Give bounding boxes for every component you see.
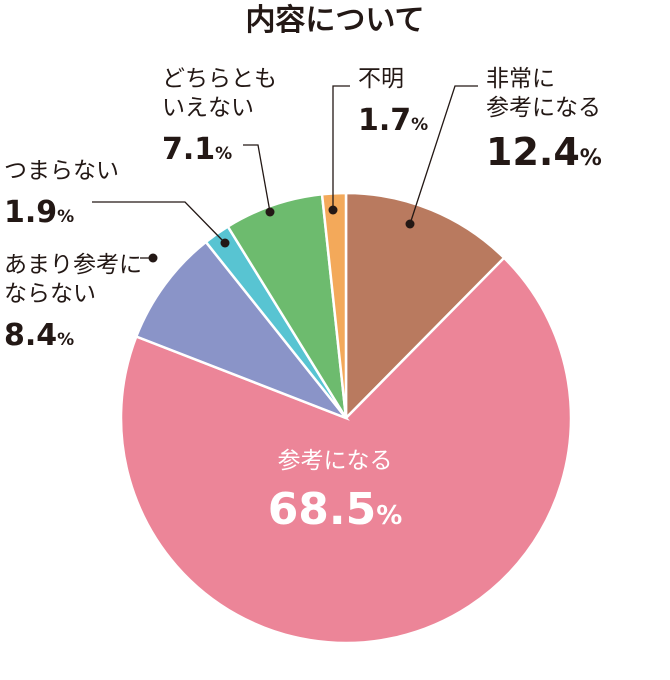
chart-title: 内容について: [245, 3, 424, 38]
slice-label-2: ならない: [4, 281, 96, 307]
leader-line-3: [92, 201, 226, 244]
slice-label-1: 参考になる: [278, 448, 393, 474]
slice-value-5: 1.7%: [358, 103, 428, 138]
slice-label-5: 不明: [358, 66, 404, 92]
leader-dot-2: [148, 253, 158, 263]
pie-slice-2: [134, 240, 350, 421]
pie-slice-0: [344, 191, 506, 422]
leader-dot-4: [265, 207, 275, 217]
slice-value-0: 12.4%: [486, 130, 602, 174]
pie-slices: [119, 191, 573, 645]
slice-label-2: あまり参考に: [4, 252, 142, 278]
slice-value-2: 8.4%: [4, 318, 74, 353]
pie-slice-4: [226, 192, 348, 419]
slice-label-0: 非常に: [486, 66, 555, 92]
leader-dot-0: [405, 219, 415, 229]
slice-label-0: 参考になる: [486, 95, 601, 121]
leader-line-0: [409, 85, 478, 225]
slice-label-3: つまらない: [4, 158, 119, 184]
slice-label-4: どちらとも: [162, 66, 277, 92]
pie-slice-1: [119, 256, 573, 645]
leader-dot-5: [328, 205, 338, 215]
slice-value-1: 68.5%: [268, 484, 403, 535]
pie-slice-5: [320, 191, 348, 419]
slice-value-3: 1.9%: [4, 195, 74, 230]
leader-dot-3: [220, 238, 230, 248]
slice-label-4: いえない: [162, 95, 254, 121]
slice-value-4: 7.1%: [162, 132, 232, 167]
leader-lines: [92, 85, 478, 263]
leader-line-5: [332, 85, 350, 210]
leader-line-4: [243, 144, 271, 213]
